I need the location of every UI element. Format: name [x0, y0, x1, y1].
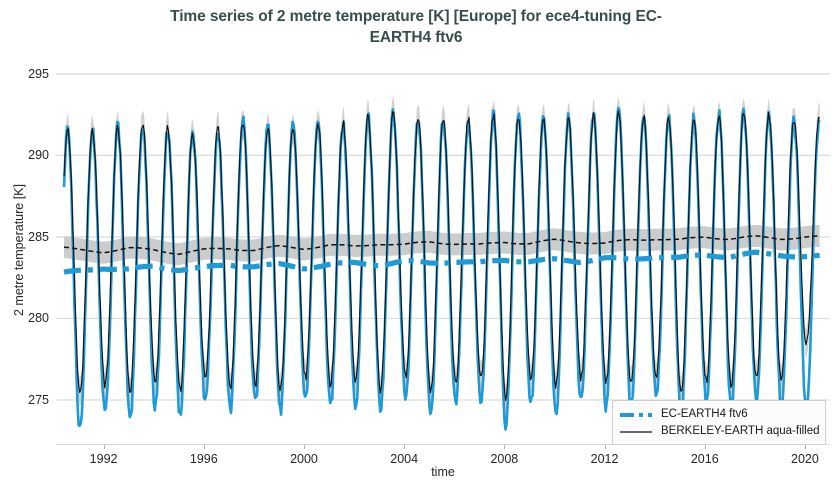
- x-tick-label: 2004: [390, 452, 419, 466]
- x-tick-mark: [203, 444, 205, 449]
- x-tick-label: 2020: [791, 452, 819, 466]
- legend-item-berkeley-earth[interactable]: BERKELEY-EARTH aqua-filled: [619, 422, 820, 439]
- berkeley-trend-uncertainty-band: [64, 224, 820, 266]
- x-tick-label: 2012: [590, 452, 619, 466]
- y-tick-label: 280: [28, 311, 49, 326]
- legend-swatch-dashed-icon: [619, 408, 653, 420]
- x-axis-line: [56, 444, 830, 446]
- y-tick-label: 295: [28, 66, 49, 81]
- chart-title-line1: Time series of 2 metre temperature [K] […: [170, 8, 662, 25]
- x-tick-mark: [704, 444, 706, 449]
- legend-swatch-solid-icon: [619, 425, 653, 437]
- x-tick-label: 1992: [89, 452, 118, 466]
- berkeley-uncertainty-band: [64, 96, 820, 416]
- x-tick-mark: [103, 444, 105, 449]
- x-tick-mark: [604, 444, 606, 449]
- y-tick-label: 275: [28, 392, 49, 407]
- x-tick-mark: [404, 444, 406, 449]
- berkeley-trend-line: [63, 235, 820, 255]
- plot-area: 2 metre temperature [K] time 275 280 285 29…: [12, 56, 830, 479]
- legend-label-berkeley-earth: BERKELEY-EARTH aqua-filled: [661, 424, 820, 437]
- x-tick-label: 2008: [490, 452, 519, 466]
- legend-item-ec-earth4[interactable]: EC-EARTH4 ftv6: [619, 405, 819, 422]
- x-tick-label: 2000: [290, 452, 318, 466]
- x-tick-mark: [804, 444, 806, 449]
- chart-title-line2: EARTH4 ftv6: [369, 29, 463, 46]
- y-axis-label: 2 metre temperature [K]: [12, 184, 26, 317]
- x-tick-mark: [504, 444, 506, 449]
- y-tick-label: 290: [28, 148, 49, 163]
- berkeley-annual-cycle-line: [63, 110, 821, 402]
- chart-title: Time series of 2 metre temperature [K] […: [0, 6, 832, 48]
- x-axis-label: time: [431, 465, 455, 479]
- chart-canvas: [56, 73, 830, 431]
- chart-legend[interactable]: EC-EARTH4 ftv6 BERKELEY-EARTH aqua-fille…: [612, 400, 826, 445]
- x-tick-label: 1996: [189, 452, 218, 466]
- legend-label-ec-earth4: EC-EARTH4 ftv6: [661, 407, 748, 420]
- x-tick-label: 2016: [690, 452, 719, 466]
- x-tick-mark: [303, 444, 305, 449]
- y-tick-label: 285: [28, 229, 49, 244]
